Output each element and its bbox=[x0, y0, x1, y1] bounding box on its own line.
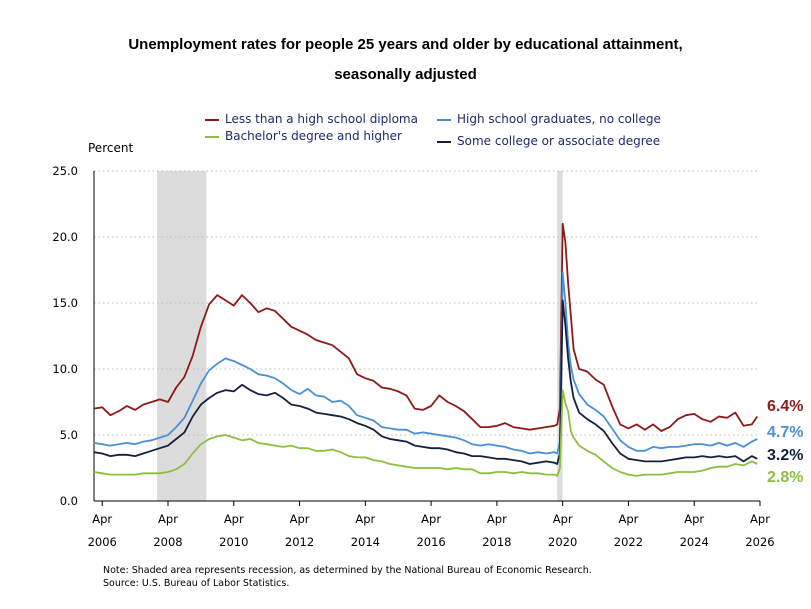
x-tick-month-label: Apr bbox=[158, 512, 178, 526]
x-tick-month-label: Apr bbox=[92, 512, 112, 526]
x-tick-month-label: Apr bbox=[553, 512, 573, 526]
chart-source: Source: U.S. Bureau of Labor Statistics. bbox=[103, 578, 290, 589]
legend-item-bachelors: Bachelor's degree and higher bbox=[205, 129, 402, 143]
x-tick-year-label: 2010 bbox=[219, 535, 248, 549]
y-tick-label: 25.0 bbox=[52, 164, 78, 178]
series-end-label-2: 3.2% bbox=[767, 447, 803, 464]
x-tick-year-label: 2006 bbox=[88, 535, 117, 549]
x-tick-month-label: Apr bbox=[355, 512, 375, 526]
x-tick-month-label: Apr bbox=[290, 512, 310, 526]
y-tick-label: 20.0 bbox=[52, 230, 78, 244]
x-tick-month-label: Apr bbox=[684, 512, 704, 526]
legend-label: Some college or associate degree bbox=[457, 134, 661, 148]
recession-shade-1 bbox=[557, 171, 563, 501]
x-tick-month-label: Apr bbox=[224, 512, 244, 526]
legend-swatch bbox=[205, 135, 219, 138]
series-end-label-0: 6.4% bbox=[767, 398, 803, 415]
legend-swatch bbox=[437, 118, 451, 121]
chart-note: Note: Shaded area represents recession, … bbox=[103, 565, 592, 576]
x-tick-year-label: 2024 bbox=[680, 535, 709, 549]
y-axis-label: Percent bbox=[88, 141, 134, 155]
legend-swatch bbox=[205, 118, 219, 121]
series-line-3 bbox=[93, 389, 758, 477]
x-tick-year-label: 2026 bbox=[745, 535, 774, 549]
legend-label: High school graduates, no college bbox=[457, 112, 661, 126]
series-line-0 bbox=[93, 222, 759, 432]
chart-title-line1: Unemployment rates for people 25 years a… bbox=[128, 36, 683, 53]
series-end-label-3: 2.8% bbox=[767, 469, 803, 486]
x-tick-year-label: 2016 bbox=[416, 535, 445, 549]
x-tick-year-label: 2020 bbox=[548, 535, 577, 549]
legend-item-less-than-hs: Less than a high school diploma bbox=[205, 112, 418, 126]
series-line-1 bbox=[93, 271, 758, 455]
x-tick-year-label: 2008 bbox=[153, 535, 182, 549]
x-tick-month-label: Apr bbox=[618, 512, 638, 526]
series-line-2 bbox=[93, 299, 758, 465]
x-tick-year-label: 2022 bbox=[614, 535, 643, 549]
legend-item-high-school: High school graduates, no college bbox=[437, 112, 661, 126]
x-tick-month-label: Apr bbox=[487, 512, 507, 526]
x-tick-year-label: 2012 bbox=[285, 535, 314, 549]
x-tick-month-label: Apr bbox=[750, 512, 770, 526]
chart-title-line2: seasonally adjusted bbox=[334, 66, 477, 83]
series-end-label-1: 4.7% bbox=[767, 424, 803, 441]
y-tick-label: 0.0 bbox=[60, 494, 78, 508]
legend-swatch bbox=[437, 140, 451, 143]
legend-item-some-college: Some college or associate degree bbox=[437, 134, 660, 148]
legend-label: Less than a high school diploma bbox=[225, 112, 418, 126]
x-tick-month-label: Apr bbox=[421, 512, 441, 526]
y-tick-label: 5.0 bbox=[60, 428, 78, 442]
x-tick-year-label: 2018 bbox=[482, 535, 511, 549]
x-tick-year-label: 2014 bbox=[351, 535, 380, 549]
y-tick-label: 15.0 bbox=[52, 296, 78, 310]
y-tick-label: 10.0 bbox=[52, 362, 78, 376]
legend-label: Bachelor's degree and higher bbox=[225, 129, 402, 143]
